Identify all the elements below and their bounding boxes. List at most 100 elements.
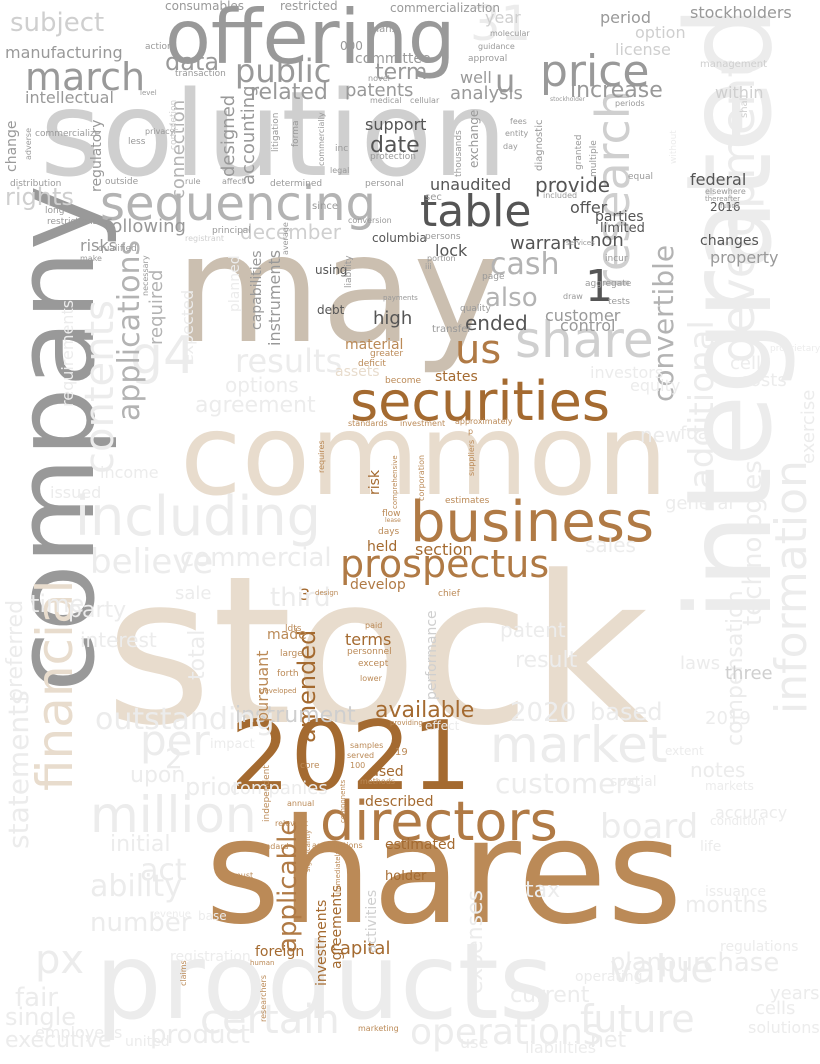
cloud-word: fda (680, 423, 709, 444)
cloud-word: subject (10, 8, 105, 38)
cloud-word: draw (563, 292, 583, 301)
cloud-word: property (710, 248, 779, 267)
cloud-word: chief (438, 589, 460, 599)
cloud-word: foreign (255, 944, 305, 960)
cloud-word: new (640, 423, 682, 447)
cloud-word: legal (330, 166, 350, 175)
cloud-word: certain (200, 997, 340, 1043)
cloud-word: flow (382, 509, 401, 519)
cloud-word: litigation (271, 112, 281, 153)
cloud-word: data (165, 48, 220, 76)
cloud-word: used (370, 764, 404, 780)
cloud-word: guidance (478, 42, 515, 51)
cloud-word: lock (435, 241, 468, 260)
cloud-word: issuance (705, 884, 767, 900)
cloud-word: activities (364, 889, 380, 953)
cloud-word: 19 (395, 747, 408, 758)
cloud-word: options (225, 373, 299, 397)
cloud-word: management (700, 59, 767, 70)
cloud-word: privacy (145, 127, 175, 136)
cloud-word: annual (287, 799, 315, 808)
cloud-word: december (240, 220, 342, 244)
cloud-word: included (543, 191, 578, 200)
cloud-word: costs (740, 370, 787, 391)
cloud-word: forth (277, 669, 299, 679)
cloud-word: requires (317, 440, 326, 473)
cloud-word: stockholder (550, 96, 586, 103)
cloud-word: operations (410, 1012, 602, 1053)
cloud-word: analysis (450, 83, 523, 104)
cloud-word: intellectual (25, 88, 114, 107)
cloud-word: million (90, 786, 257, 844)
cloud-word: samples (350, 741, 384, 750)
cloud-word: 2021 (230, 702, 472, 812)
cloud-word: sales (585, 533, 636, 557)
cloud-word: per (140, 716, 210, 765)
cloud-word: following (105, 216, 186, 237)
cloud-word: stock (105, 533, 650, 771)
cloud-word: exercise (798, 389, 819, 464)
cloud-word: terms (345, 630, 392, 649)
cloud-word: long (45, 206, 65, 216)
cloud-word: related (250, 80, 328, 105)
cloud-word: aggregate (585, 279, 632, 289)
cloud-word: level (140, 89, 157, 97)
cloud-word: protection (370, 152, 416, 162)
cloud-word: limited (600, 221, 645, 236)
cloud-word: using (315, 263, 348, 277)
cloud-word: immediately (334, 850, 342, 894)
cloud-word: purchase (660, 948, 780, 978)
cloud-word: market (490, 716, 668, 774)
cloud-word: 000 (340, 39, 363, 53)
cloud-word: performance (424, 610, 440, 700)
cloud-word: independent (262, 765, 272, 822)
cloud-word: assumptions (312, 841, 363, 850)
cloud-word: license (615, 40, 671, 59)
cloud-word: parties (595, 209, 644, 225)
cloud-word: less (128, 137, 146, 147)
cloud-word: number (90, 908, 192, 938)
cloud-word: changes (700, 233, 759, 249)
cloud-word: periods (615, 99, 645, 108)
cloud-word: standards (348, 419, 388, 428)
cloud-word: comprehensive (391, 455, 399, 509)
cloud-word: general (665, 493, 734, 514)
cloud-word: laws (680, 653, 721, 674)
cloud-word: total (185, 629, 210, 680)
cloud-word: shall (739, 94, 750, 118)
cloud-word: 2 (165, 742, 183, 775)
cloud-word: interest (80, 628, 157, 652)
cloud-word: greater (370, 349, 404, 359)
cloud-word: 3 (300, 585, 311, 604)
cloud-word: estimated (385, 837, 456, 853)
cloud-word: control (560, 316, 616, 335)
cloud-word: ability (90, 869, 182, 904)
cloud-word: single (5, 1003, 77, 1031)
cloud-word: designed (218, 94, 239, 177)
cloud-word: services (566, 239, 595, 247)
cloud-word: researchers (259, 975, 268, 1022)
cloud-word: registrant (185, 234, 225, 243)
cloud-word: 2016 (710, 200, 741, 214)
cloud-word: including (75, 485, 321, 548)
cloud-word: value (610, 947, 714, 991)
cloud-word: unaudited (430, 175, 512, 194)
cloud-word: determined (270, 179, 323, 189)
cloud-word: high (373, 308, 413, 329)
cloud-word: claims (179, 960, 188, 986)
cloud-word: instruments (265, 249, 284, 346)
cloud-word: warrant (510, 233, 580, 254)
cloud-word: granted (574, 134, 584, 170)
cloud-word: columbia (372, 231, 427, 245)
cloud-word: available (375, 698, 475, 723)
cloud-word: preferred (3, 599, 28, 702)
cloud-word: 100 (350, 761, 366, 770)
cloud-word: time (30, 590, 85, 618)
cloud-word: cash (490, 247, 560, 282)
cloud-word: within (715, 83, 764, 102)
cloud-word: us (455, 327, 502, 373)
cloud-word: march (25, 55, 146, 99)
cloud-word: products (95, 921, 554, 1043)
cloud-word: core (300, 761, 320, 771)
cloud-word: necessary (141, 255, 150, 296)
